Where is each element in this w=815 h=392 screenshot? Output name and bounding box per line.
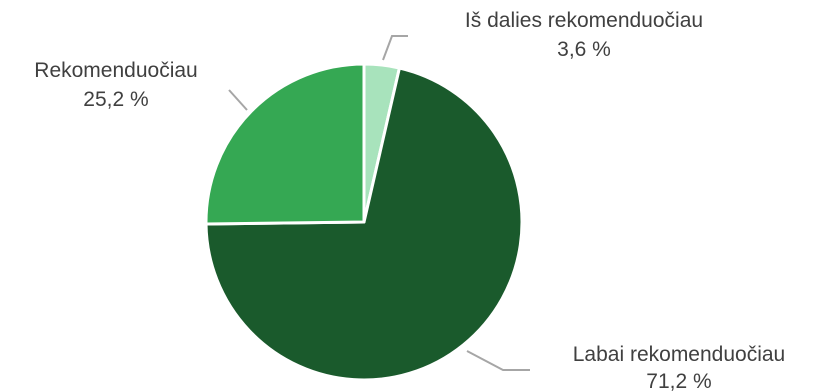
leader-lines bbox=[228, 35, 530, 371]
leader-line-labai bbox=[466, 350, 530, 371]
slice-label-rekomenduociau: Rekomenduočiau bbox=[34, 59, 197, 82]
pie-slices bbox=[204, 62, 524, 382]
slice-value-is-dalies: 3,6 % bbox=[557, 38, 611, 61]
pie-slice-rekomenduociau bbox=[204, 62, 366, 226]
data-labels: Iš dalies rekomenduočiau 3,6 % Labai rek… bbox=[34, 9, 785, 392]
slice-label-is-dalies: Iš dalies rekomenduočiau bbox=[465, 9, 703, 32]
slice-value-labai: 71,2 % bbox=[646, 370, 711, 392]
pie-slice-labai bbox=[204, 66, 524, 382]
leader-line-is-dalies bbox=[382, 35, 408, 61]
slice-value-rekomenduociau: 25,2 % bbox=[83, 88, 148, 111]
leader-line-rekomenduociau bbox=[228, 89, 248, 111]
slice-label-labai: Labai rekomenduočiau bbox=[573, 343, 785, 366]
